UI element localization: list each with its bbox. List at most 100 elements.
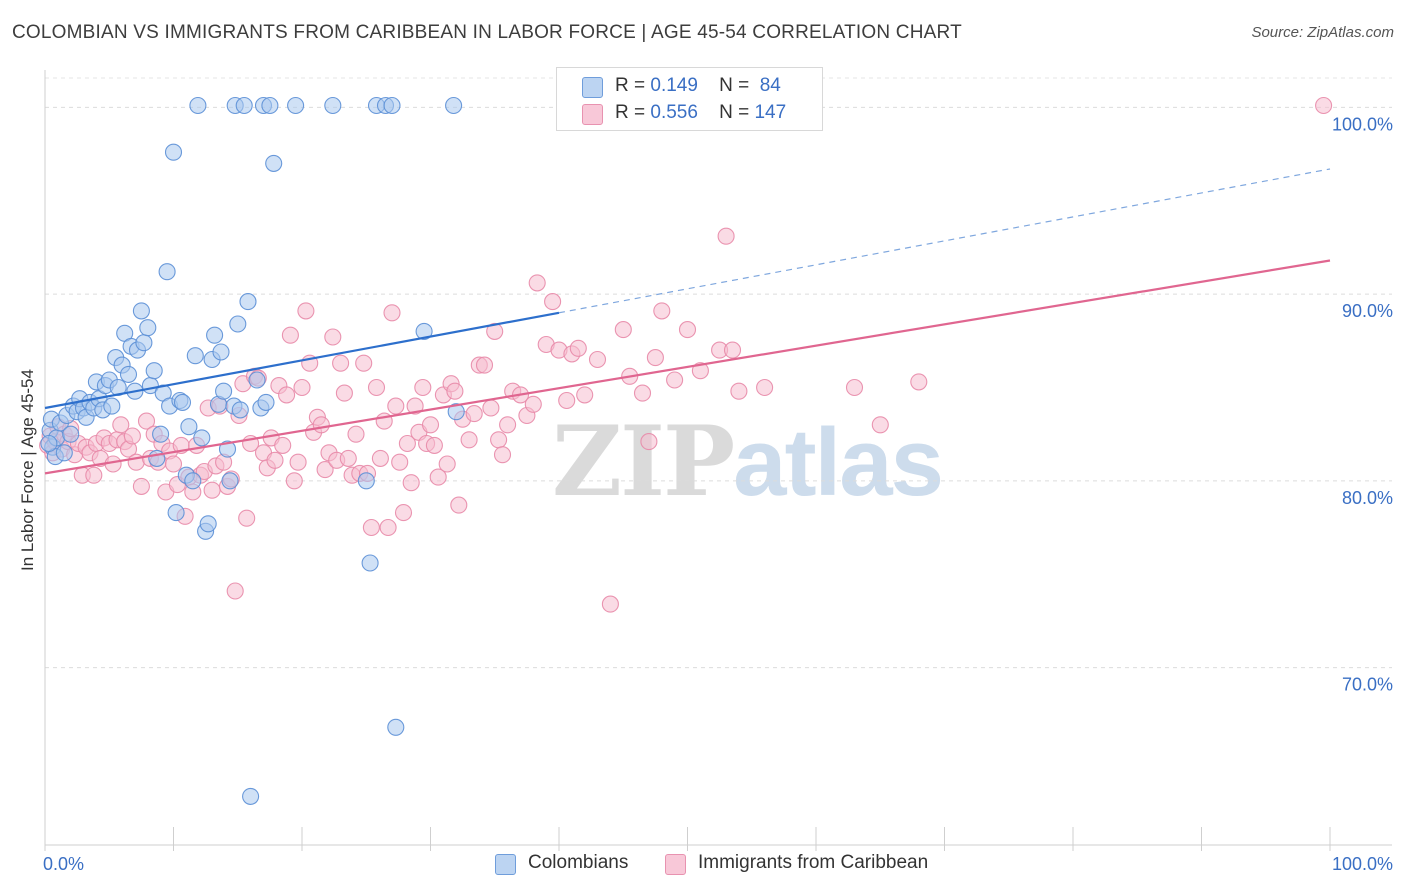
point-caribbean bbox=[845, 378, 864, 397]
legend-r-value: 0.556 bbox=[650, 102, 698, 123]
point-colombians bbox=[148, 449, 166, 467]
point-colombians bbox=[132, 302, 150, 320]
point-caribbean bbox=[730, 382, 748, 400]
point-colombians bbox=[218, 440, 237, 458]
point-caribbean bbox=[164, 455, 183, 473]
point-caribbean bbox=[293, 378, 311, 397]
point-caribbean bbox=[203, 481, 221, 499]
point-caribbean bbox=[544, 293, 562, 311]
point-colombians bbox=[212, 343, 230, 361]
point-colombians bbox=[167, 504, 185, 522]
point-colombians bbox=[215, 382, 233, 400]
point-caribbean bbox=[723, 341, 742, 359]
point-caribbean bbox=[367, 378, 386, 397]
point-caribbean bbox=[429, 468, 447, 486]
point-caribbean bbox=[347, 425, 365, 443]
legend-r-label: R = bbox=[615, 102, 646, 123]
trend-line-colombians bbox=[44, 311, 560, 410]
point-colombians bbox=[261, 96, 279, 115]
point-caribbean bbox=[394, 504, 413, 522]
legend-swatch-pink bbox=[582, 104, 603, 125]
point-colombians bbox=[447, 403, 465, 421]
tick-label-layer: 70.0% 80.0% 90.0% 100.0% 0.0% 100.0% bbox=[43, 114, 1393, 874]
point-caribbean bbox=[289, 453, 307, 471]
point-caribbean bbox=[391, 453, 409, 471]
point-caribbean bbox=[524, 395, 542, 413]
point-caribbean bbox=[335, 384, 353, 402]
y-tick-label: 90.0% bbox=[1342, 301, 1393, 321]
point-caribbean bbox=[383, 304, 401, 322]
legend-n-label: N = bbox=[719, 75, 750, 96]
point-caribbean bbox=[281, 326, 299, 344]
point-caribbean bbox=[486, 322, 504, 340]
point-caribbean bbox=[285, 472, 303, 490]
axis-layer bbox=[44, 70, 1392, 851]
point-caribbean bbox=[266, 451, 284, 469]
point-caribbean bbox=[112, 416, 130, 434]
point-caribbean bbox=[316, 461, 334, 479]
point-caribbean bbox=[633, 384, 652, 402]
chart-title: COLOMBIAN VS IMMIGRANTS FROM CARIBBEAN I… bbox=[12, 22, 962, 43]
point-caribbean bbox=[438, 455, 456, 473]
point-caribbean bbox=[402, 474, 420, 492]
point-caribbean bbox=[238, 509, 256, 527]
point-caribbean bbox=[482, 399, 500, 417]
trend-line-colombians-extension bbox=[558, 168, 1331, 314]
point-caribbean bbox=[601, 595, 619, 613]
point-caribbean bbox=[460, 431, 478, 449]
point-caribbean bbox=[132, 477, 150, 495]
point-caribbean bbox=[653, 302, 671, 320]
point-colombians bbox=[152, 425, 170, 443]
trend-line-caribbean bbox=[44, 259, 1331, 475]
point-caribbean bbox=[1315, 96, 1333, 115]
point-caribbean bbox=[614, 321, 632, 339]
point-colombians bbox=[180, 418, 198, 436]
point-colombians bbox=[229, 315, 247, 333]
point-caribbean bbox=[475, 356, 494, 374]
legend-text-colombians: R = 0.149 N = 84 bbox=[615, 75, 781, 97]
bottom-legend-swatch-blue bbox=[495, 854, 516, 875]
point-colombians bbox=[173, 393, 192, 411]
trend-layer bbox=[44, 168, 1331, 475]
point-caribbean bbox=[576, 386, 594, 404]
legend-n-value: 84 bbox=[759, 75, 781, 96]
point-caribbean bbox=[450, 496, 468, 514]
point-caribbean bbox=[379, 518, 397, 537]
point-caribbean bbox=[640, 433, 658, 451]
point-colombians bbox=[383, 96, 401, 115]
point-caribbean bbox=[569, 339, 587, 357]
point-caribbean bbox=[297, 302, 315, 320]
point-caribbean bbox=[332, 354, 350, 372]
point-colombians bbox=[361, 554, 379, 572]
point-caribbean bbox=[871, 416, 889, 434]
point-caribbean bbox=[226, 582, 244, 600]
point-colombians bbox=[221, 472, 239, 490]
y-tick-label: 70.0% bbox=[1342, 675, 1393, 695]
point-caribbean bbox=[371, 449, 389, 467]
point-caribbean bbox=[490, 431, 508, 449]
x-tick-label: 0.0% bbox=[43, 854, 84, 874]
point-colombians bbox=[248, 371, 266, 389]
point-colombians bbox=[158, 263, 176, 281]
bottom-legend-swatch-pink bbox=[665, 854, 686, 875]
correlation-legend: R = 0.149 N = 84 R = 0.556 N = 147 bbox=[556, 67, 823, 131]
point-caribbean bbox=[324, 328, 342, 346]
point-caribbean bbox=[355, 354, 373, 372]
point-caribbean bbox=[446, 382, 464, 400]
point-colombians bbox=[186, 347, 204, 365]
watermark-atlas: atlas bbox=[733, 409, 944, 516]
watermark-zip: ZIP bbox=[552, 405, 735, 518]
bottom-legend-label: Colombians bbox=[528, 852, 629, 873]
y-tick-label: 100.0% bbox=[1332, 114, 1393, 134]
point-caribbean bbox=[691, 362, 709, 380]
legend-r-value: 0.149 bbox=[650, 75, 698, 96]
point-caribbean bbox=[123, 427, 141, 445]
point-caribbean bbox=[137, 412, 156, 430]
point-caribbean bbox=[666, 371, 684, 389]
point-caribbean bbox=[414, 378, 432, 397]
point-colombians bbox=[164, 143, 183, 161]
point-colombians bbox=[103, 397, 121, 415]
point-colombians bbox=[55, 444, 73, 462]
point-colombians bbox=[257, 393, 275, 411]
